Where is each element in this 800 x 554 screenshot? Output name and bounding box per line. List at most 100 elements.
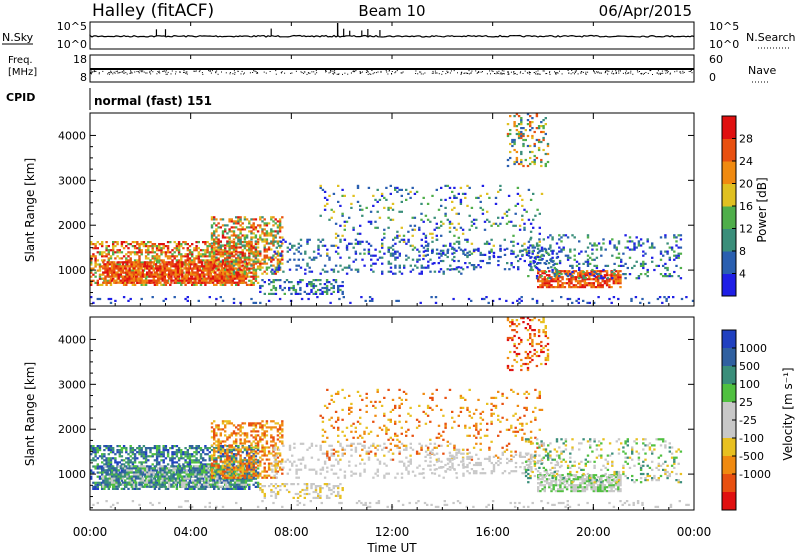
power-cell	[299, 288, 302, 292]
velocity-cell	[131, 451, 135, 454]
power-cell	[137, 265, 140, 268]
velocity-cell	[164, 487, 168, 490]
power-cell	[389, 218, 392, 221]
power-cell	[125, 241, 128, 244]
power-cell	[544, 270, 548, 274]
nave-point	[587, 71, 589, 73]
power-cell	[457, 242, 461, 245]
power-cell	[679, 252, 683, 255]
power-cell	[608, 297, 611, 301]
nave-point	[330, 70, 332, 72]
nave-point	[386, 71, 388, 73]
power-cell	[206, 249, 209, 252]
nave-point	[158, 72, 160, 73]
velocity-cell	[248, 471, 251, 474]
nave-point	[539, 73, 541, 75]
power-cell	[109, 301, 113, 304]
nave-point	[431, 72, 433, 74]
velocity-cell	[171, 457, 174, 460]
velocity-cell	[175, 485, 179, 488]
power-cell	[184, 255, 187, 258]
nave-point	[391, 73, 392, 74]
power-cell	[239, 218, 242, 221]
power-cell	[245, 249, 249, 252]
power-cell	[569, 248, 572, 251]
power-cell	[409, 264, 412, 267]
power-cell	[685, 296, 688, 299]
power-cell	[102, 271, 105, 274]
power-cell	[304, 250, 307, 253]
power-cell	[547, 252, 550, 255]
power-cell	[537, 138, 541, 142]
power-cell	[215, 259, 218, 262]
power-cell	[129, 253, 132, 256]
power-cell	[546, 152, 550, 156]
nave-point	[615, 70, 617, 72]
power-cell	[254, 279, 258, 282]
power-cell	[673, 250, 676, 253]
power-cell	[170, 275, 173, 278]
nave-point	[157, 71, 159, 72]
velocity-cell	[131, 463, 135, 466]
power-cell	[191, 259, 194, 262]
power-cell	[161, 273, 164, 276]
power-cell	[148, 267, 151, 270]
power-cell	[453, 268, 456, 271]
velocity-cell	[98, 477, 102, 480]
power-cell	[127, 247, 130, 250]
power-cell	[581, 272, 584, 275]
velocity-cell	[140, 463, 143, 466]
power-cell	[263, 224, 266, 227]
power-cell	[105, 255, 108, 258]
power-cell	[635, 260, 638, 263]
power-cell	[209, 279, 213, 282]
power-cell	[152, 281, 155, 284]
power-cell	[511, 301, 515, 304]
power-cell	[483, 228, 487, 231]
power-colorbar-segment	[722, 161, 736, 184]
power-cell	[94, 255, 97, 258]
power-cell	[148, 279, 151, 282]
power-cell	[547, 262, 551, 265]
power-cell	[505, 214, 509, 217]
power-cell	[582, 299, 585, 302]
power-cell	[610, 274, 613, 277]
power-cell	[585, 274, 589, 277]
power-cell	[281, 226, 284, 229]
power-cell	[535, 127, 539, 130]
power-cell	[457, 266, 460, 269]
nave-point	[102, 70, 104, 72]
power-cell	[235, 216, 238, 219]
velocity-cell	[103, 487, 106, 490]
power-colorbar-segment	[722, 206, 736, 229]
power-cell	[374, 262, 377, 265]
nave-point	[163, 70, 165, 72]
power-cell	[442, 272, 445, 275]
power-cell	[294, 292, 298, 295]
velocity-cell	[171, 451, 174, 454]
power-cell	[665, 297, 668, 301]
velocity-cell	[202, 459, 205, 462]
nave-point	[445, 73, 447, 75]
velocity-cell	[122, 463, 126, 466]
nave-point	[682, 70, 684, 72]
nave-point	[608, 70, 610, 72]
power-cell	[221, 234, 225, 237]
power-cell	[189, 273, 193, 276]
power-cell	[168, 273, 171, 276]
power-cell	[433, 262, 436, 265]
power-cell	[507, 208, 511, 211]
power-cell	[210, 248, 214, 251]
nave-point	[460, 72, 462, 74]
freq-label-line2: [MHz]	[8, 67, 37, 78]
power-cell	[115, 265, 118, 268]
power-cell	[582, 277, 585, 280]
power-cell	[433, 228, 436, 231]
power-cell	[644, 273, 647, 276]
power-colorbar-tick-label: 16	[739, 200, 753, 213]
power-cell	[549, 277, 552, 280]
power-cell	[239, 236, 242, 239]
power-cell	[529, 264, 532, 267]
velocity-cell	[188, 445, 192, 448]
power-cell	[252, 218, 255, 221]
